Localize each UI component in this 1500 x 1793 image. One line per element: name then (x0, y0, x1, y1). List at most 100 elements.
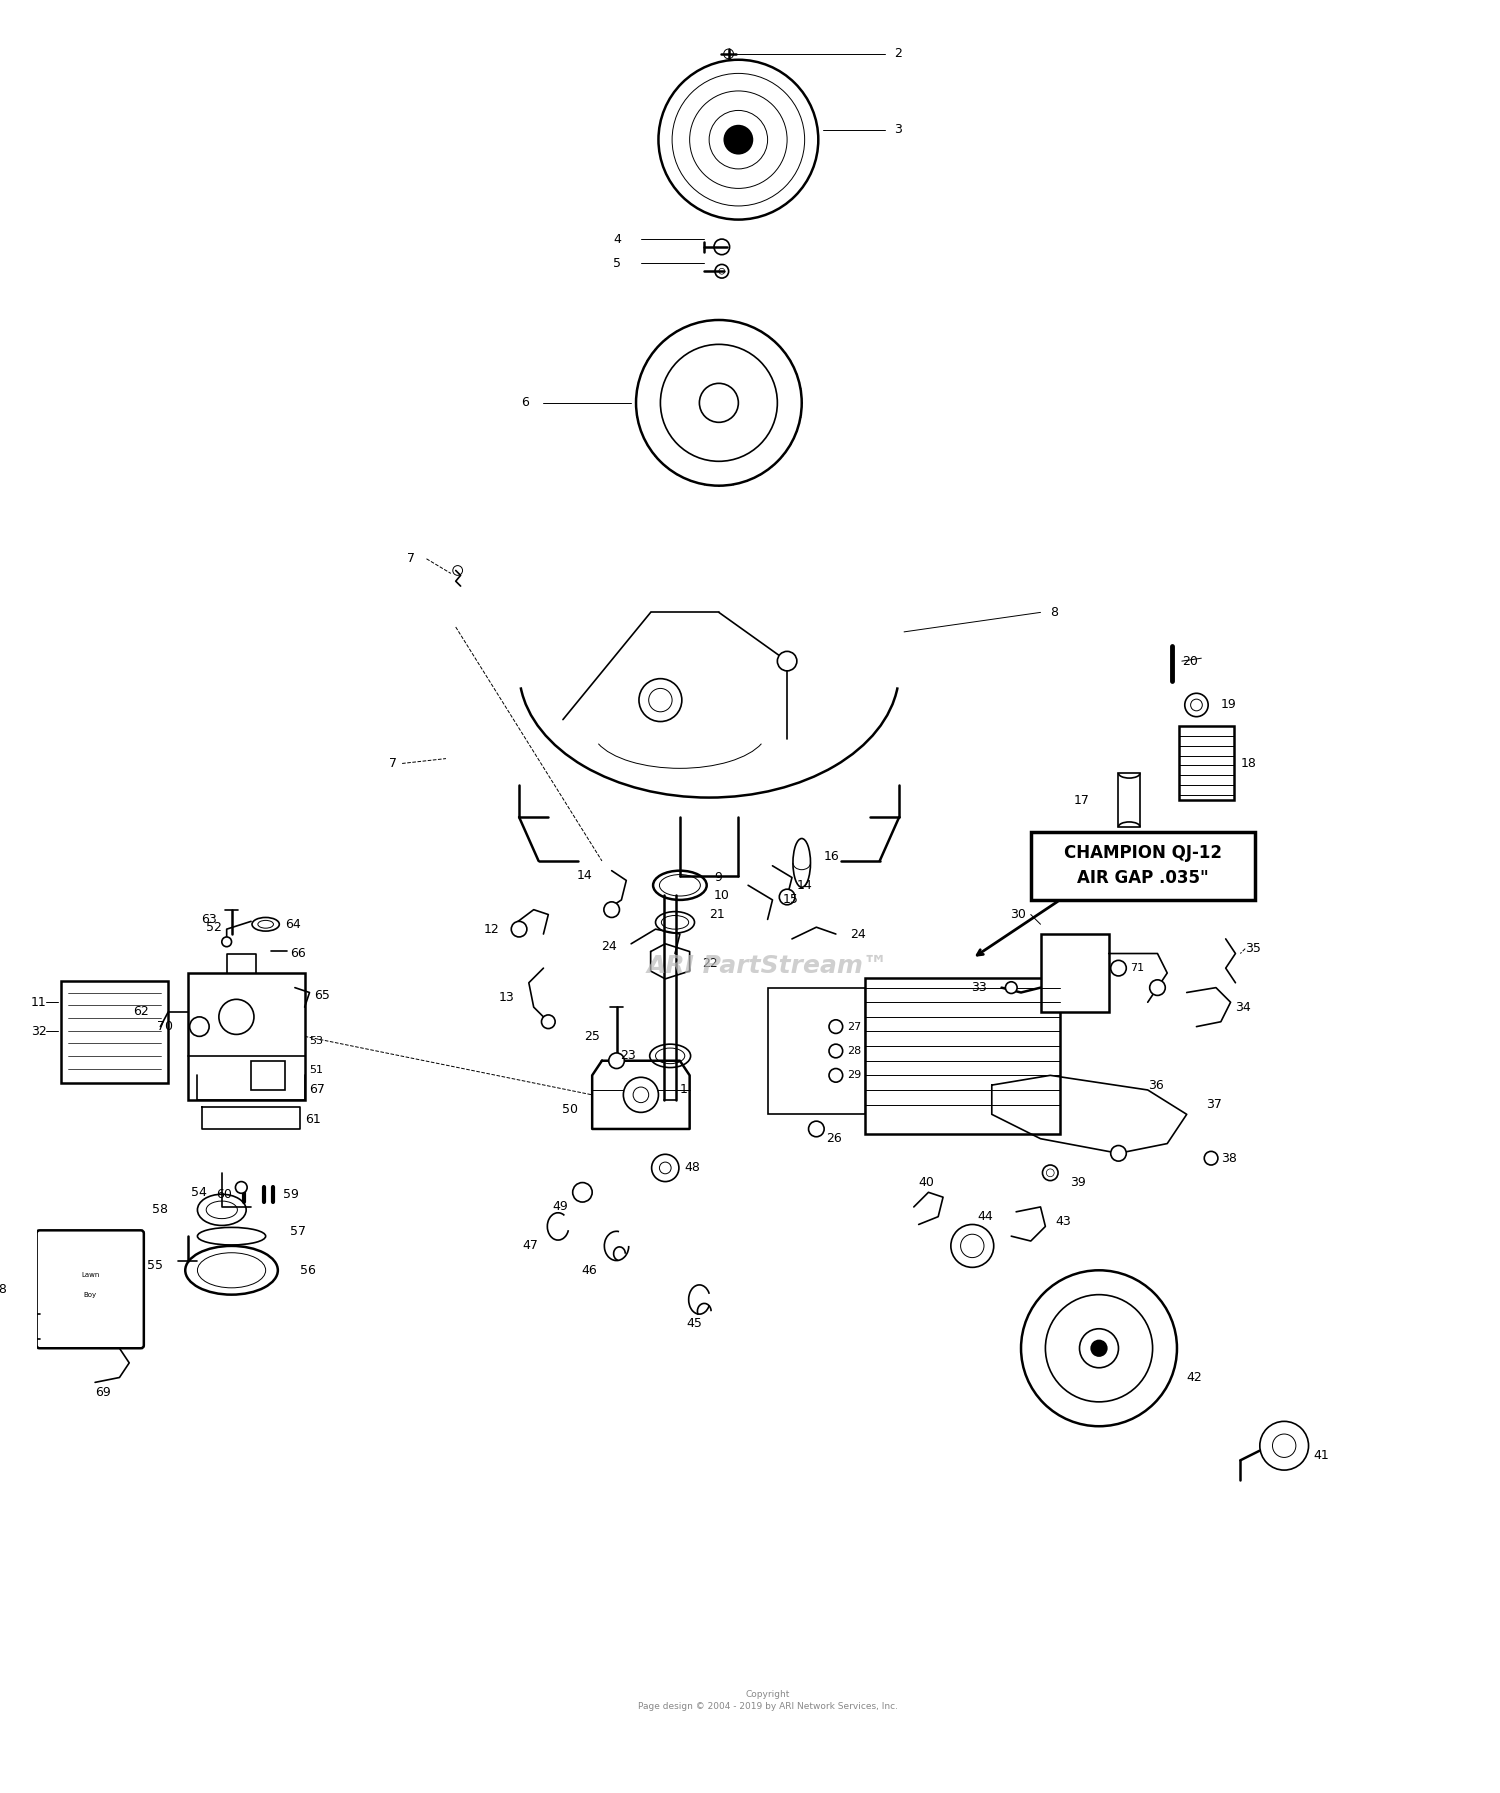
Text: 5: 5 (614, 256, 621, 271)
Circle shape (699, 384, 738, 423)
Text: 38: 38 (1221, 1151, 1236, 1165)
Text: 4: 4 (614, 233, 621, 246)
Text: 68: 68 (0, 1284, 8, 1296)
Circle shape (777, 651, 796, 671)
Text: 37: 37 (1206, 1097, 1222, 1112)
Text: 41: 41 (1314, 1449, 1329, 1461)
Text: 14: 14 (576, 870, 592, 882)
Circle shape (542, 1015, 555, 1029)
Circle shape (808, 1121, 824, 1137)
Text: 26: 26 (827, 1131, 842, 1146)
Circle shape (830, 1020, 843, 1033)
Circle shape (512, 922, 526, 938)
Text: 50: 50 (561, 1103, 578, 1115)
Text: 24: 24 (602, 940, 616, 954)
Text: 11: 11 (30, 995, 46, 1009)
FancyBboxPatch shape (251, 1061, 285, 1090)
Text: 9: 9 (714, 871, 722, 884)
Circle shape (780, 889, 795, 905)
Circle shape (672, 74, 804, 206)
Circle shape (951, 1225, 993, 1268)
Text: 56: 56 (300, 1264, 315, 1277)
Text: 70: 70 (158, 1020, 172, 1033)
Circle shape (219, 999, 254, 1035)
Circle shape (1005, 983, 1017, 993)
Circle shape (830, 1044, 843, 1058)
Text: 67: 67 (309, 1083, 326, 1097)
Circle shape (624, 1078, 658, 1112)
FancyBboxPatch shape (1179, 726, 1233, 800)
Text: 2: 2 (894, 47, 902, 61)
Text: 63: 63 (201, 913, 217, 925)
Text: 62: 62 (134, 1006, 148, 1018)
Circle shape (604, 902, 619, 918)
Circle shape (636, 319, 801, 486)
Text: 1: 1 (680, 1083, 688, 1097)
Text: 47: 47 (522, 1239, 538, 1253)
Text: 29: 29 (847, 1070, 862, 1081)
Text: 17: 17 (1074, 794, 1089, 807)
Text: 24: 24 (850, 927, 865, 941)
Circle shape (1110, 1146, 1126, 1162)
FancyBboxPatch shape (768, 988, 865, 1113)
Circle shape (1042, 1165, 1058, 1180)
Text: 57: 57 (290, 1225, 306, 1237)
Circle shape (236, 1182, 248, 1194)
Text: 8: 8 (1050, 606, 1059, 619)
FancyBboxPatch shape (1119, 773, 1140, 827)
Text: 39: 39 (1070, 1176, 1086, 1189)
FancyBboxPatch shape (865, 977, 1060, 1133)
Circle shape (1204, 1151, 1218, 1165)
Text: 53: 53 (309, 1036, 324, 1047)
Text: 42: 42 (1186, 1372, 1203, 1384)
Text: 60: 60 (216, 1187, 231, 1201)
Text: 25: 25 (584, 1029, 600, 1044)
FancyBboxPatch shape (36, 1230, 144, 1348)
Circle shape (1046, 1295, 1152, 1402)
Circle shape (1080, 1329, 1119, 1368)
Text: 69: 69 (94, 1386, 111, 1399)
Text: 66: 66 (290, 947, 306, 959)
Text: 22: 22 (702, 957, 718, 970)
Text: 71: 71 (1130, 963, 1144, 974)
Text: Copyright
Page design © 2004 - 2019 by ARI Network Services, Inc.: Copyright Page design © 2004 - 2019 by A… (638, 1689, 897, 1711)
FancyBboxPatch shape (62, 981, 168, 1083)
Text: 16: 16 (824, 850, 840, 862)
Circle shape (724, 126, 752, 154)
Text: ARI PartStream™: ARI PartStream™ (646, 954, 888, 979)
Circle shape (1110, 961, 1126, 975)
Text: 55: 55 (147, 1259, 164, 1271)
Circle shape (609, 1052, 624, 1069)
Text: 28: 28 (847, 1045, 862, 1056)
Text: 54: 54 (192, 1185, 207, 1200)
Text: 3: 3 (894, 124, 902, 136)
Text: 7: 7 (388, 757, 398, 769)
Circle shape (1022, 1269, 1178, 1425)
Text: 43: 43 (1054, 1216, 1071, 1228)
Circle shape (1149, 979, 1166, 995)
Text: 35: 35 (1245, 941, 1262, 956)
Text: 21: 21 (710, 907, 724, 922)
Circle shape (830, 1069, 843, 1083)
Text: 20: 20 (1182, 654, 1197, 667)
Text: 15: 15 (782, 893, 798, 907)
Text: Lawn: Lawn (81, 1273, 99, 1278)
Text: 40: 40 (918, 1176, 934, 1189)
Text: 23: 23 (621, 1049, 636, 1063)
Text: 44: 44 (976, 1210, 993, 1223)
Text: 45: 45 (687, 1318, 702, 1330)
Text: 18: 18 (1240, 757, 1256, 769)
Text: 51: 51 (309, 1065, 324, 1076)
Circle shape (222, 938, 231, 947)
Text: 64: 64 (285, 918, 302, 931)
Circle shape (1185, 694, 1208, 717)
Text: 33: 33 (970, 981, 987, 993)
Text: 59: 59 (284, 1187, 298, 1201)
Text: 14: 14 (796, 879, 813, 891)
Circle shape (573, 1183, 592, 1201)
Circle shape (651, 1155, 680, 1182)
Text: 48: 48 (686, 1162, 700, 1174)
Circle shape (658, 59, 819, 219)
Text: 46: 46 (582, 1264, 597, 1277)
Text: 32: 32 (30, 1026, 46, 1038)
